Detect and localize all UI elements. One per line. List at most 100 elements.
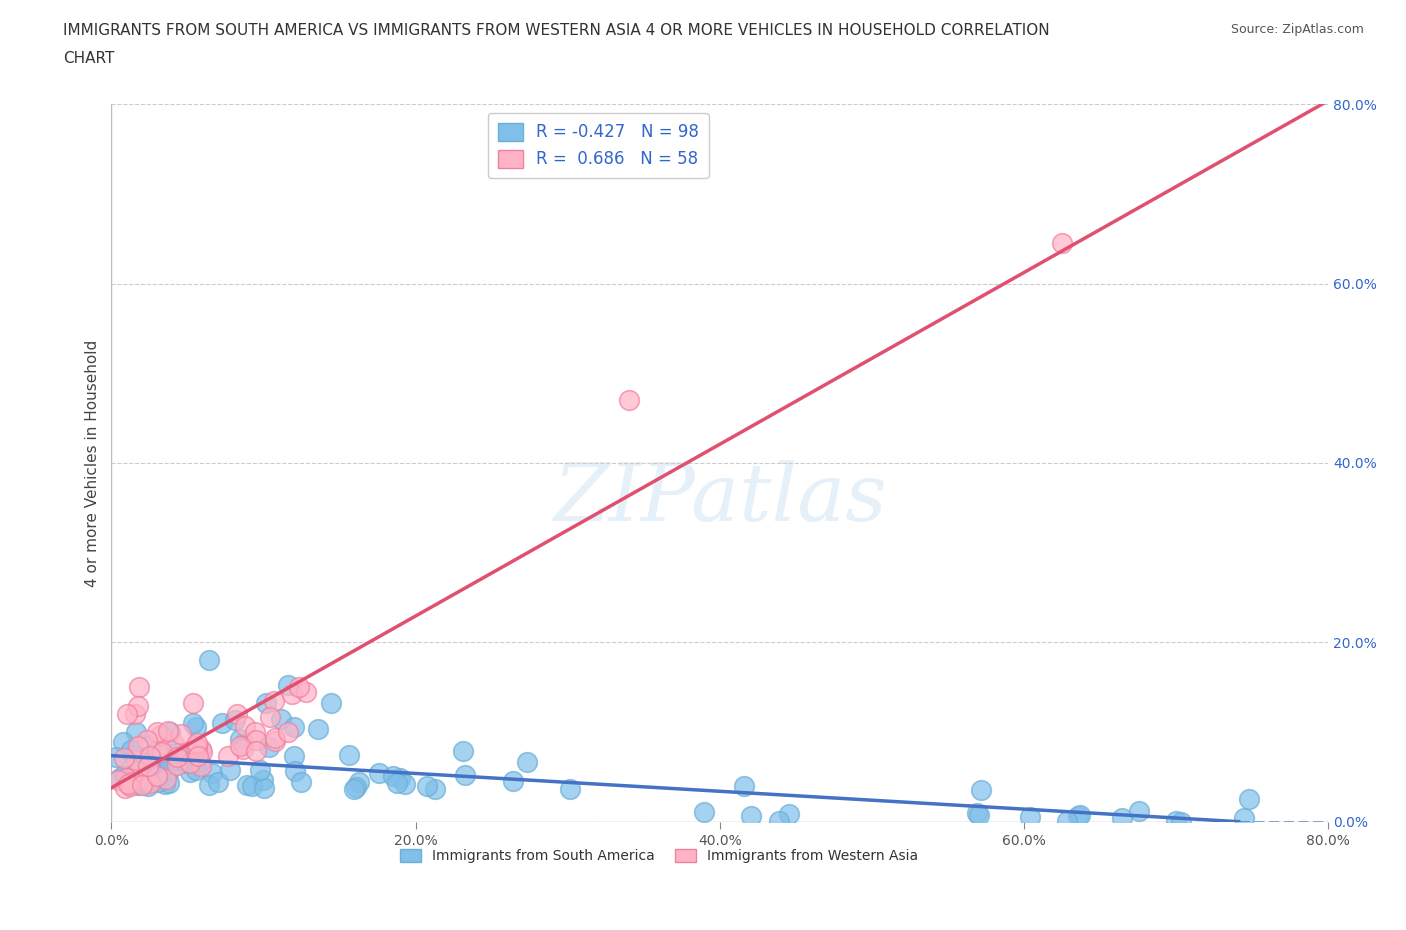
Point	[166, 758, 188, 773]
Point	[108, 771, 131, 786]
Text: IMMIGRANTS FROM SOUTH AMERICA VS IMMIGRANTS FROM WESTERN ASIA 4 OR MORE VEHICLES: IMMIGRANTS FROM SOUTH AMERICA VS IMMIGRA…	[63, 23, 1050, 38]
Text: Source: ZipAtlas.com: Source: ZipAtlas.com	[1230, 23, 1364, 36]
Point	[259, 710, 281, 724]
Point	[157, 776, 180, 790]
Point	[138, 737, 160, 752]
Point	[112, 768, 135, 783]
Text: CHART: CHART	[63, 51, 115, 66]
Point	[127, 698, 149, 713]
Point	[337, 747, 360, 762]
Point	[252, 773, 274, 788]
Point	[124, 777, 146, 791]
Point	[382, 769, 405, 784]
Point	[146, 766, 169, 781]
Point	[155, 777, 177, 791]
Point	[211, 716, 233, 731]
Point	[186, 741, 208, 756]
Point	[127, 770, 149, 785]
Point	[139, 776, 162, 790]
Point	[131, 777, 153, 792]
Point	[152, 744, 174, 759]
Point	[502, 773, 524, 788]
Point	[166, 750, 188, 764]
Point	[155, 771, 177, 786]
Point	[394, 776, 416, 790]
Point	[768, 814, 790, 829]
Point	[226, 707, 249, 722]
Point	[229, 738, 252, 753]
Point	[235, 777, 257, 792]
Point	[186, 763, 208, 777]
Point	[560, 781, 582, 796]
Point	[198, 777, 221, 792]
Point	[118, 771, 141, 786]
Point	[257, 739, 280, 754]
Point	[516, 755, 538, 770]
Point	[120, 743, 142, 758]
Point	[229, 732, 252, 747]
Point	[187, 749, 209, 764]
Point	[174, 755, 197, 770]
Point	[157, 764, 180, 778]
Point	[252, 780, 274, 795]
Point	[740, 808, 762, 823]
Point	[416, 779, 439, 794]
Point	[240, 778, 263, 793]
Point	[287, 680, 309, 695]
Point	[165, 746, 187, 761]
Point	[170, 726, 193, 741]
Point	[693, 804, 716, 819]
Point	[112, 751, 135, 765]
Point	[124, 724, 146, 739]
Point	[224, 712, 246, 727]
Point	[117, 777, 139, 791]
Point	[290, 775, 312, 790]
Point	[142, 761, 165, 776]
Point	[135, 754, 157, 769]
Point	[145, 766, 167, 781]
Point	[966, 805, 988, 820]
Point	[347, 775, 370, 790]
Point	[243, 724, 266, 739]
Point	[264, 731, 287, 746]
Point	[1170, 814, 1192, 829]
Point	[232, 736, 254, 751]
Point	[389, 771, 412, 786]
Point	[125, 752, 148, 767]
Point	[387, 776, 409, 790]
Point	[307, 722, 329, 737]
Point	[124, 707, 146, 722]
Point	[276, 677, 298, 692]
Point	[190, 759, 212, 774]
Point	[1166, 814, 1188, 829]
Point	[184, 738, 207, 753]
Point	[163, 737, 186, 751]
Legend: Immigrants from South America, Immigrants from Western Asia: Immigrants from South America, Immigrant…	[394, 844, 924, 869]
Point	[129, 777, 152, 791]
Point	[1067, 809, 1090, 824]
Point	[283, 720, 305, 735]
Point	[136, 778, 159, 793]
Point	[186, 720, 208, 735]
Point	[368, 766, 391, 781]
Point	[343, 781, 366, 796]
Point	[149, 727, 172, 742]
Point	[423, 781, 446, 796]
Point	[319, 696, 342, 711]
Point	[148, 761, 170, 776]
Point	[135, 774, 157, 789]
Point	[198, 653, 221, 668]
Point	[127, 768, 149, 783]
Point	[114, 780, 136, 795]
Point	[157, 724, 180, 738]
Point	[181, 696, 204, 711]
Point	[254, 696, 277, 711]
Point	[181, 715, 204, 730]
Point	[125, 777, 148, 791]
Point	[145, 771, 167, 786]
Point	[283, 749, 305, 764]
Point	[1056, 813, 1078, 828]
Point	[180, 742, 202, 757]
Point	[1019, 810, 1042, 825]
Point	[270, 711, 292, 726]
